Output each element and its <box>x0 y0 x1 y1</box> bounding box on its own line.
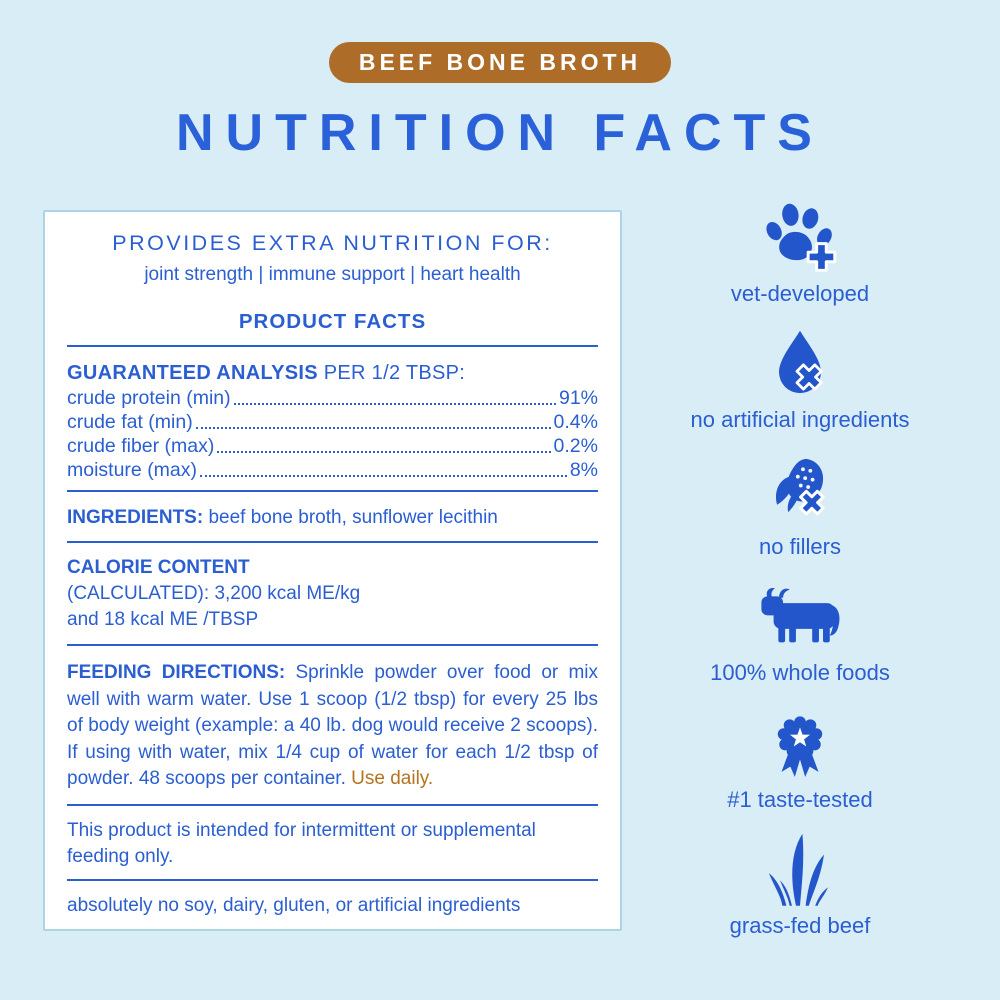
supplemental-note: This product is intended for intermitten… <box>67 819 536 867</box>
award-ribbon-icon <box>763 706 837 780</box>
dotted-leader <box>217 451 551 453</box>
corn-x-icon <box>763 453 837 527</box>
droplet-x-icon <box>765 326 835 400</box>
ingredients-text: beef bone broth, sunflower lecithin <box>203 507 498 528</box>
analysis-row: crude fiber (max) 0.2% <box>67 434 598 458</box>
provides-heading: PROVIDES EXTRA NUTRITION FOR: <box>112 231 553 255</box>
analysis-label: moisture (max) <box>67 459 198 481</box>
benefit-label: grass-fed beef <box>729 912 871 938</box>
guaranteed-analysis-heading-rest: PER 1/2 TBSP: <box>317 362 466 384</box>
divider <box>67 878 598 881</box>
feeding-directions-text: Sprinkle powder over food or mix well wi… <box>67 662 599 790</box>
benefits-column: vet-developed no artificial ingredients <box>640 200 960 940</box>
benefit-no-fillers: no fillers <box>640 453 960 561</box>
benefit-label: vet-developed <box>730 281 870 306</box>
analysis-label: crude fiber (max) <box>67 435 215 457</box>
benefit-label: #1 taste-tested <box>727 786 873 812</box>
analysis-value: 0.4% <box>553 411 598 433</box>
no-ingredients-note: absolutely no soy, dairy, gluten, or art… <box>67 894 521 916</box>
benefit-label: no fillers <box>759 533 841 559</box>
ingredients-heading: INGREDIENTS: <box>67 507 204 528</box>
cow-icon <box>756 579 844 653</box>
analysis-row: crude protein (min) 91% <box>67 386 598 410</box>
product-facts-heading: PRODUCT FACTS <box>238 310 427 333</box>
page-title: NUTRITION FACTS <box>176 104 824 162</box>
grass-icon <box>760 832 840 906</box>
benefit-taste-tested: #1 taste-tested <box>640 706 960 814</box>
paw-plus-icon <box>763 200 837 274</box>
ingredients-line: INGREDIENTS: beef bone broth, sunflower … <box>67 505 598 530</box>
dotted-leader <box>200 475 567 477</box>
analysis-row: crude fat (min) 0.4% <box>67 410 598 434</box>
benefit-no-artificial: no artificial ingredients <box>640 326 960 434</box>
calorie-text-line2: and 18 kcal ME /TBSP <box>67 609 259 630</box>
calorie-text-line1: (CALCULATED): 3,200 kcal ME/kg <box>67 583 361 604</box>
benefit-label: no artificial ingredients <box>690 407 910 433</box>
benefit-whole-foods: 100% whole foods <box>640 579 960 687</box>
analysis-row: moisture (max) 8% <box>67 458 598 482</box>
analysis-label: crude fat (min) <box>67 411 193 433</box>
analysis-label: crude protein (min) <box>67 387 231 409</box>
divider <box>67 644 598 646</box>
divider <box>67 541 598 543</box>
analysis-value: 8% <box>569 459 598 481</box>
analysis-value: 91% <box>558 387 598 409</box>
dotted-leader <box>233 403 556 405</box>
benefit-label: 100% whole foods <box>710 660 890 686</box>
divider <box>67 803 598 806</box>
calorie-content-block: CALORIE CONTENT (CALCULATED): 3,200 kcal… <box>67 555 598 633</box>
divider <box>67 345 598 347</box>
benefit-vet-developed: vet-developed <box>640 200 960 308</box>
product-facts-panel: PROVIDES EXTRA NUTRITION FOR: joint stre… <box>43 210 622 931</box>
divider <box>67 930 598 931</box>
provides-subtitle: joint strength | immune support | heart … <box>144 264 521 285</box>
benefit-grass-fed: grass-fed beef <box>640 832 960 940</box>
calorie-heading: CALORIE CONTENT <box>67 557 250 578</box>
page-header: BEEF BONE BROTH NUTRITION FACTS <box>0 42 1000 163</box>
use-daily-highlight: Use daily. <box>351 768 434 790</box>
product-badge: BEEF BONE BROTH <box>328 42 672 83</box>
dotted-leader <box>195 427 551 429</box>
feeding-directions-heading: FEEDING DIRECTIONS: <box>67 662 286 683</box>
guaranteed-analysis-heading-bold: GUARANTEED ANALYSIS <box>67 362 318 384</box>
divider <box>67 490 598 492</box>
feeding-directions-block: FEEDING DIRECTIONS: Sprinkle powder over… <box>67 660 598 793</box>
guaranteed-analysis-heading: GUARANTEED ANALYSIS PER 1/2 TBSP: <box>67 361 598 386</box>
analysis-value: 0.2% <box>553 435 598 457</box>
